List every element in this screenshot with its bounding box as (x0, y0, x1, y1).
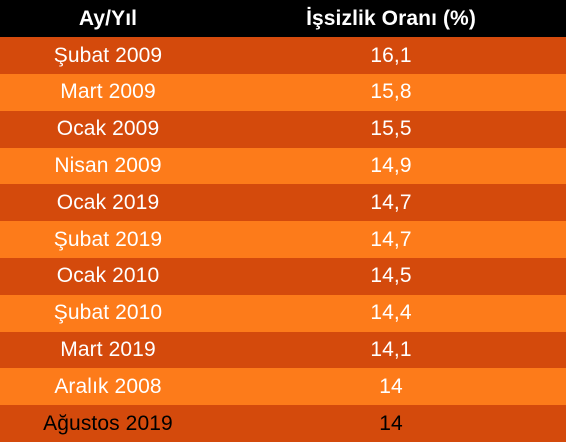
table-row: Ocak 2010 14,5 (0, 257, 566, 295)
row-month-year: Ağustos 2019 (43, 411, 173, 435)
table-row: Ağustos 2019 14 (0, 405, 566, 442)
row-month-year: Ocak 2019 (56, 190, 160, 214)
table-row: Nisan 2009 14,9 (0, 147, 566, 185)
table-row: Şubat 2009 16,1 (0, 37, 566, 74)
table-row: Ocak 2019 14,7 (0, 184, 566, 222)
row-rate: 14,7 (370, 190, 412, 214)
row-rate: 14,4 (370, 301, 412, 325)
table-row: Şubat 2010 14,4 (0, 294, 566, 332)
row-month-year: Ocak 2010 (56, 264, 160, 288)
row-month-year: Şubat 2010 (53, 301, 163, 325)
table-row: Ocak 2009 15,5 (0, 110, 566, 148)
row-rate: 15,8 (370, 80, 412, 104)
row-month-year: Aralık 2008 (54, 374, 162, 398)
row-rate: 16,1 (370, 43, 412, 67)
header-month-year: Ay/Yıl (78, 6, 138, 30)
row-rate: 14,1 (370, 337, 412, 361)
row-rate: 14,5 (370, 264, 412, 288)
row-rate: 14,7 (370, 227, 412, 251)
table-row: Mart 2019 14,1 (0, 331, 566, 369)
header-unemployment-rate: İşsizlik Oranı (%) (306, 6, 476, 30)
table-row: Şubat 2019 14,7 (0, 221, 566, 258)
row-rate: 14,9 (370, 153, 412, 177)
row-month-year: Mart 2009 (60, 80, 156, 104)
row-rate: 14 (379, 411, 403, 435)
row-month-year: Mart 2019 (60, 337, 156, 361)
row-rate: 15,5 (370, 117, 412, 141)
row-rate: 14 (379, 374, 403, 398)
row-month-year: Nisan 2009 (54, 153, 162, 177)
row-month-year: Şubat 2009 (53, 43, 163, 67)
table-header: Ay/Yıl İşsizlik Oranı (%) (0, 0, 566, 38)
row-month-year: Şubat 2019 (53, 227, 163, 251)
table-row: Aralık 2008 14 (0, 368, 566, 406)
row-month-year: Ocak 2009 (56, 117, 160, 141)
table-row: Mart 2009 15,8 (0, 74, 566, 111)
